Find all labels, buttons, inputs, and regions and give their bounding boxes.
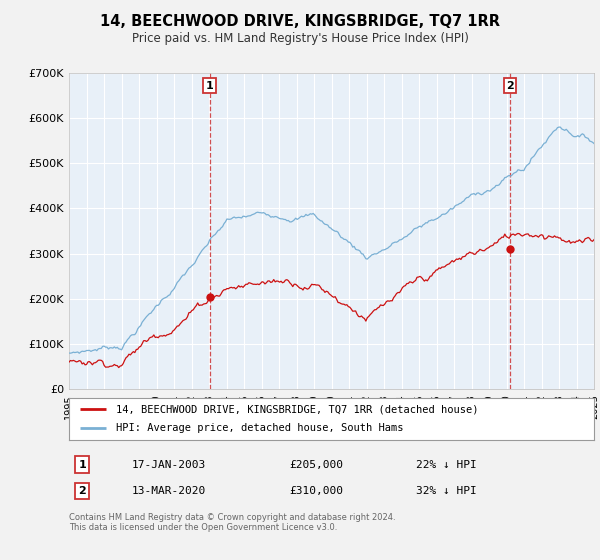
Text: Price paid vs. HM Land Registry's House Price Index (HPI): Price paid vs. HM Land Registry's House … — [131, 32, 469, 45]
Text: 13-MAR-2020: 13-MAR-2020 — [132, 486, 206, 496]
Text: 14, BEECHWOOD DRIVE, KINGSBRIDGE, TQ7 1RR (detached house): 14, BEECHWOOD DRIVE, KINGSBRIDGE, TQ7 1R… — [116, 404, 479, 414]
Text: HPI: Average price, detached house, South Hams: HPI: Average price, detached house, Sout… — [116, 423, 404, 433]
Text: 32% ↓ HPI: 32% ↓ HPI — [415, 486, 476, 496]
Text: 1: 1 — [78, 460, 86, 469]
Text: 2: 2 — [78, 486, 86, 496]
Text: £310,000: £310,000 — [290, 486, 343, 496]
Text: Contains HM Land Registry data © Crown copyright and database right 2024.: Contains HM Land Registry data © Crown c… — [69, 513, 395, 522]
Text: This data is licensed under the Open Government Licence v3.0.: This data is licensed under the Open Gov… — [69, 523, 337, 532]
Text: 14, BEECHWOOD DRIVE, KINGSBRIDGE, TQ7 1RR: 14, BEECHWOOD DRIVE, KINGSBRIDGE, TQ7 1R… — [100, 14, 500, 29]
Text: 22% ↓ HPI: 22% ↓ HPI — [415, 460, 476, 469]
Text: 17-JAN-2003: 17-JAN-2003 — [132, 460, 206, 469]
Text: 2: 2 — [506, 81, 514, 91]
Text: £205,000: £205,000 — [290, 460, 343, 469]
Text: 1: 1 — [206, 81, 214, 91]
